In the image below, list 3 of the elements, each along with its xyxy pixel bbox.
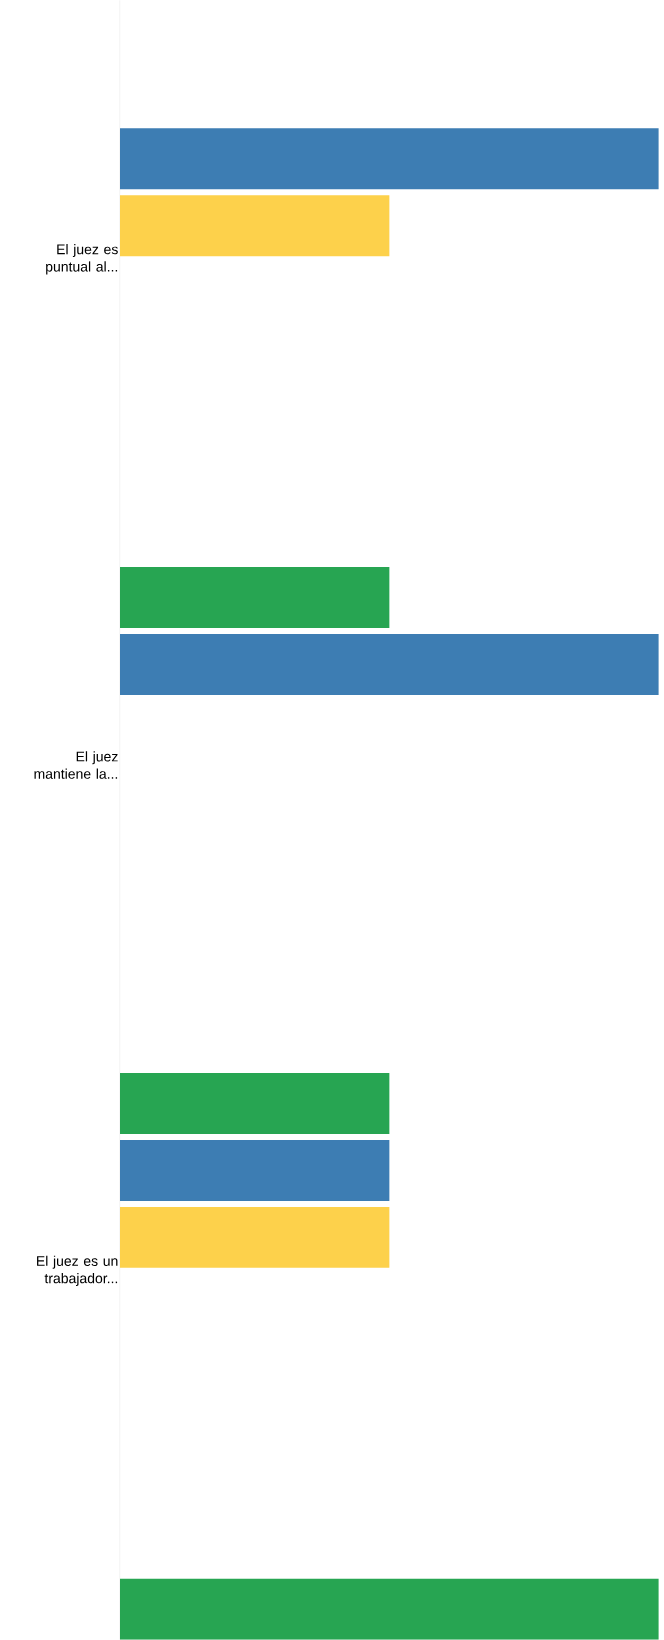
y-tick-label: El juez mantiene la... bbox=[34, 751, 118, 779]
y-tick-label: El juez es un trabajador... bbox=[37, 1255, 118, 1287]
y-tick-label: El juez es puntual al... bbox=[46, 244, 118, 275]
